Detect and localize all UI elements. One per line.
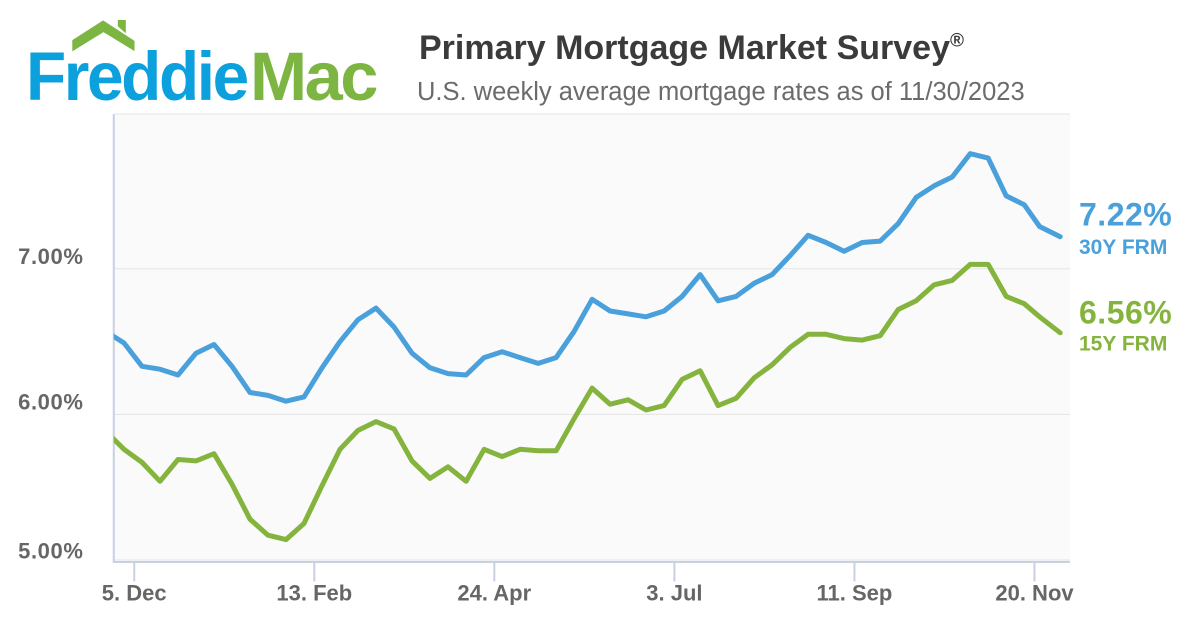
svg-text:3. Jul: 3. Jul (646, 580, 702, 605)
svg-text:15Y FRM: 15Y FRM (1079, 333, 1167, 356)
svg-text:5. Dec: 5. Dec (102, 580, 167, 605)
svg-text:24. Apr: 24. Apr (457, 580, 531, 605)
svg-text:6.56%: 6.56% (1079, 294, 1172, 330)
svg-text:7.22%: 7.22% (1079, 197, 1172, 233)
svg-text:30Y FRM: 30Y FRM (1079, 236, 1167, 259)
svg-text:20. Nov: 20. Nov (995, 580, 1074, 605)
svg-text:5.00%: 5.00% (18, 539, 83, 564)
svg-text:13. Feb: 13. Feb (276, 580, 352, 605)
svg-text:11. Sep: 11. Sep (816, 580, 892, 605)
svg-text:6.00%: 6.00% (18, 390, 83, 415)
svg-text:7.00%: 7.00% (18, 244, 83, 269)
